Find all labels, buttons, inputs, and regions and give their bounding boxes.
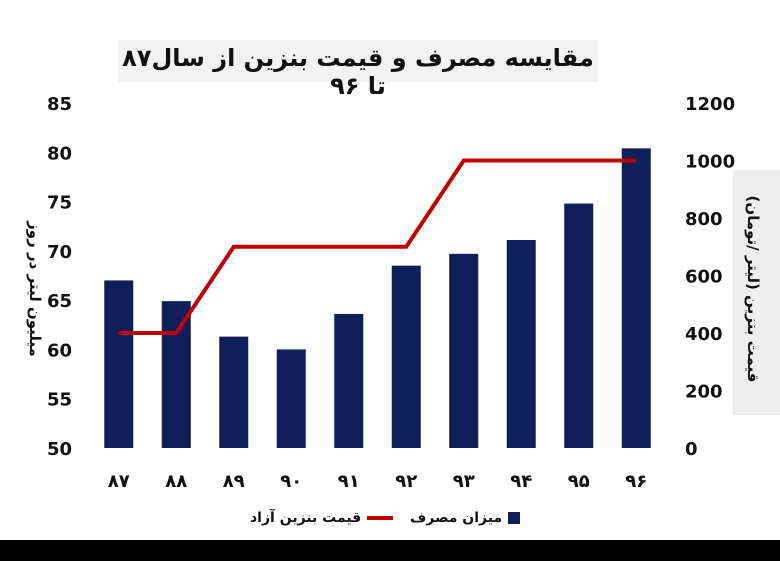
legend-label-consumption: میزان مصرف xyxy=(410,510,503,526)
x-tick-label: ۸۸ xyxy=(165,471,187,492)
y-tick-label: 80 xyxy=(47,143,72,164)
bar xyxy=(391,265,421,448)
bar xyxy=(564,203,594,448)
y2-tick-label: 400 xyxy=(685,324,723,345)
legend-item-consumption: میزان مصرف xyxy=(410,510,521,526)
bar xyxy=(276,349,306,448)
y-tick-label: 85 xyxy=(47,94,72,115)
x-tick-label: ۹۱ xyxy=(338,471,360,492)
y2-axis-title-background xyxy=(733,170,780,415)
y2-tick-label: 800 xyxy=(685,209,723,230)
price-line xyxy=(118,158,637,335)
y2-tick-label: 1200 xyxy=(685,94,735,115)
y2-tick-label: 600 xyxy=(685,267,723,288)
y-tick-label: 50 xyxy=(47,439,72,460)
bar xyxy=(334,313,364,448)
bar xyxy=(506,240,536,448)
y2-tick-label: 200 xyxy=(685,382,723,403)
legend-item-price: قیمت بنزین آزاد xyxy=(250,510,394,526)
title-background xyxy=(118,40,598,82)
bar xyxy=(219,336,249,448)
chart-title: مقایسه مصرف و قیمت بنزین از سال۸۷ تا ۹۶ xyxy=(122,44,594,100)
bar xyxy=(621,148,651,449)
x-tick-label: ۹۵ xyxy=(568,471,590,492)
x-tick-label: ۹۲ xyxy=(395,471,417,492)
x-tick-label: ۹۳ xyxy=(453,471,475,492)
x-tick-label: ۸۹ xyxy=(223,471,245,492)
y-tick-label: 55 xyxy=(47,390,72,411)
bar xyxy=(161,301,191,448)
bar xyxy=(104,280,134,448)
y2-tick-label: 0 xyxy=(685,439,698,460)
legend: میزان مصرف قیمت بنزین آزاد xyxy=(250,510,550,532)
x-tick-label: ۸۷ xyxy=(108,471,130,492)
legend-swatch-line xyxy=(367,516,394,520)
legend-swatch-bar xyxy=(508,512,521,524)
x-tick-label: ۹۰ xyxy=(280,471,302,492)
bar xyxy=(449,253,479,448)
y2-tick-label: 1000 xyxy=(685,152,735,173)
legend-label-price: قیمت بنزین آزاد xyxy=(250,510,362,526)
y-tick-label: 75 xyxy=(47,193,72,214)
y-tick-label: 65 xyxy=(47,291,72,312)
x-tick-label: ۹۴ xyxy=(510,471,532,492)
y-tick-label: 70 xyxy=(47,242,72,263)
plot-area: 50 55 60 65 70 75 80 85 0 200 400 600 800 1000 1200 ۸۷ ۸… xyxy=(47,94,735,492)
x-tick-label: ۹۶ xyxy=(625,471,647,492)
y-tick-label: 60 xyxy=(47,340,72,361)
